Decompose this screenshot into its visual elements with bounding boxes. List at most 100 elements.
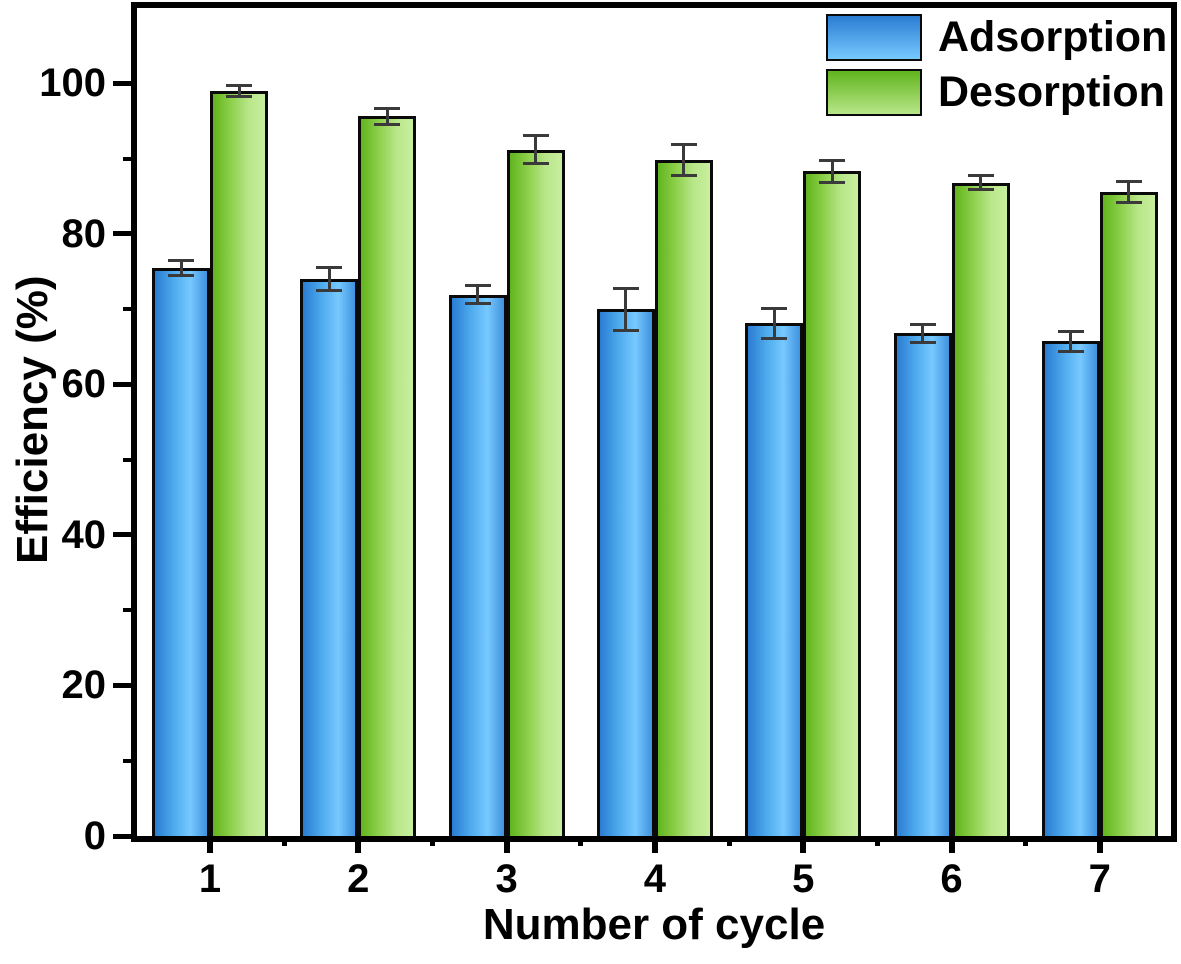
y-tick-label: 0 [83,814,106,858]
bar-desorption-2 [358,116,417,836]
x-major-tick [503,836,510,853]
x-major-tick [651,836,658,853]
error-bar-cap-top [226,84,252,88]
error-bar-cap-top [819,158,846,162]
error-bar-cap-bottom [761,336,788,340]
error-bar-cap-top [1057,330,1084,334]
error-bar-desorption-6 [979,175,982,190]
x-tick-label: 2 [347,857,370,901]
bar-adsorption-7 [1041,341,1100,836]
bar-adsorption-6 [893,333,952,836]
y-tick-label: 20 [61,663,107,708]
x-major-tick [355,836,362,853]
legend-swatch-adsorption [826,14,922,61]
error-bar-cap-top [967,174,994,178]
bar-desorption-1 [210,90,268,836]
y-major-tick [113,833,137,839]
x-tick-label: 1 [198,857,222,901]
x-major-tick [948,836,955,853]
legend-label-desorption: Desorption [938,68,1165,116]
error-bar-desorption-5 [830,160,834,183]
error-bar-desorption-3 [534,135,538,164]
y-minor-tick [123,457,137,462]
bar-adsorption-1 [152,267,210,836]
bar-desorption-3 [506,149,565,836]
bar-adsorption-4 [596,309,655,836]
error-bar-desorption-4 [682,144,686,176]
error-bar-cap-bottom [1057,349,1084,353]
error-bar-cap-top [464,284,491,288]
error-bar-desorption-2 [385,108,389,125]
x-major-tick [207,836,213,853]
error-bar-cap-bottom [1115,201,1142,205]
error-bar-cap-top [316,266,343,270]
error-bar-cap-top [909,322,936,326]
x-major-tick [1096,836,1103,853]
error-bar-desorption-7 [1127,181,1131,203]
x-minor-tick [726,836,732,846]
legend-label-adsorption: Adsorption [938,13,1168,61]
error-bar-adsorption-7 [1069,331,1073,352]
x-minor-tick [1023,836,1029,846]
plot-area [131,2,1177,842]
y-tick-label: 40 [61,512,107,557]
x-minor-tick [429,836,435,846]
error-bar-cap-top [374,106,401,110]
x-minor-tick [578,836,584,846]
error-bar-cap-top [168,258,194,262]
legend-swatch-desorption [826,69,922,116]
bar-desorption-7 [1099,192,1158,836]
x-tick-label: 4 [643,857,667,901]
bar-desorption-5 [803,171,862,836]
bar-desorption-6 [951,182,1010,836]
error-bar-cap-top [761,306,788,310]
x-minor-tick [874,836,880,846]
error-bar-cap-bottom [168,273,194,277]
bar-adsorption-3 [448,294,507,836]
error-bar-adsorption-3 [476,285,480,304]
y-tick-label: 100 [39,61,106,106]
bar-desorption-4 [654,160,713,836]
y-major-tick [113,682,137,688]
error-bar-cap-top [612,286,639,290]
y-minor-tick [123,608,137,613]
error-bar-cap-bottom [670,173,697,177]
error-bar-cap-bottom [464,302,491,306]
error-bar-cap-top [670,143,697,147]
error-bar-adsorption-6 [921,324,924,343]
error-bar-cap-top [522,134,549,138]
bar-adsorption-5 [745,323,804,836]
y-major-tick [113,80,137,86]
error-bar-cap-bottom [612,328,639,332]
x-minor-tick [281,836,287,846]
error-bar-cap-bottom [374,123,401,127]
y-major-tick [113,231,137,237]
error-bar-cap-bottom [819,181,846,185]
x-tick-label: 6 [940,857,963,901]
y-tick-label: 80 [61,211,107,256]
x-tick-label: 3 [495,857,518,901]
error-bar-cap-bottom [522,161,549,165]
error-bar-adsorption-4 [624,288,628,331]
x-tick-label: 5 [792,857,815,901]
bar-adsorption-2 [300,278,359,836]
x-tick-label: 7 [1088,857,1111,901]
error-bar-cap-bottom [967,187,994,191]
error-bar-adsorption-5 [772,308,776,339]
y-minor-tick [123,156,137,161]
error-bar-adsorption-1 [179,260,183,276]
error-bar-cap-bottom [226,94,252,98]
y-major-tick [113,532,137,538]
error-bar-cap-bottom [316,288,343,292]
y-minor-tick [123,758,137,763]
error-bar-adsorption-2 [327,267,331,291]
y-tick-label: 60 [61,362,107,407]
x-axis-title: Number of cycle [482,900,826,949]
y-major-tick [113,381,137,387]
error-bar-cap-bottom [909,340,936,344]
error-bar-cap-top [1115,180,1142,184]
y-minor-tick [123,307,137,312]
x-major-tick [800,836,807,853]
error-bar-desorption-1 [237,85,241,97]
